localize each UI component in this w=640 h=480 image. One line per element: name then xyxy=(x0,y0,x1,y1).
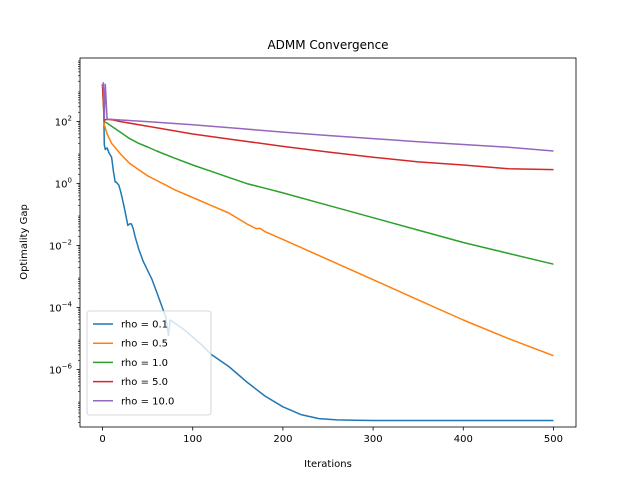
series-line-4 xyxy=(101,82,554,152)
y-tick-label: 100 xyxy=(55,177,72,191)
x-tick-label: 300 xyxy=(364,434,383,445)
y-tick-label: 10−6 xyxy=(49,363,73,377)
series-line-2 xyxy=(101,84,554,265)
legend-label-3: rho = 5.0 xyxy=(121,377,168,388)
series-group xyxy=(101,82,554,422)
x-tick-label: 0 xyxy=(99,434,105,445)
legend-label-0: rho = 0.1 xyxy=(121,320,168,331)
x-tick-label: 100 xyxy=(183,434,202,445)
legend-box xyxy=(86,310,212,416)
y-tick-label: 10−2 xyxy=(49,239,72,253)
plot-area: 0 100 200 300 400 500 102 100 10−2 10−4 10−6 rho = … xyxy=(49,57,577,445)
x-tick-label: 500 xyxy=(544,434,563,445)
legend-label-2: rho = 1.0 xyxy=(121,358,168,369)
y-tick-label: 10−4 xyxy=(49,301,73,315)
series-line-1 xyxy=(101,84,554,357)
y-axis-label: Optimality Gap xyxy=(19,204,30,280)
series-line-0 xyxy=(101,84,554,422)
x-tick-label: 200 xyxy=(273,434,292,445)
x-axis-label: Iterations xyxy=(304,459,352,470)
y-tick-label: 102 xyxy=(55,115,72,129)
x-tick-label: 400 xyxy=(454,434,473,445)
chart-title: ADMM Convergence xyxy=(267,38,388,52)
legend-label-4: rho = 10.0 xyxy=(121,396,174,407)
legend: rho = 0.1 rho = 0.5 rho = 1.0 rho = 5.0 rho … xyxy=(86,310,212,416)
axes-frame xyxy=(79,57,577,428)
legend-label-1: rho = 0.5 xyxy=(121,339,168,350)
